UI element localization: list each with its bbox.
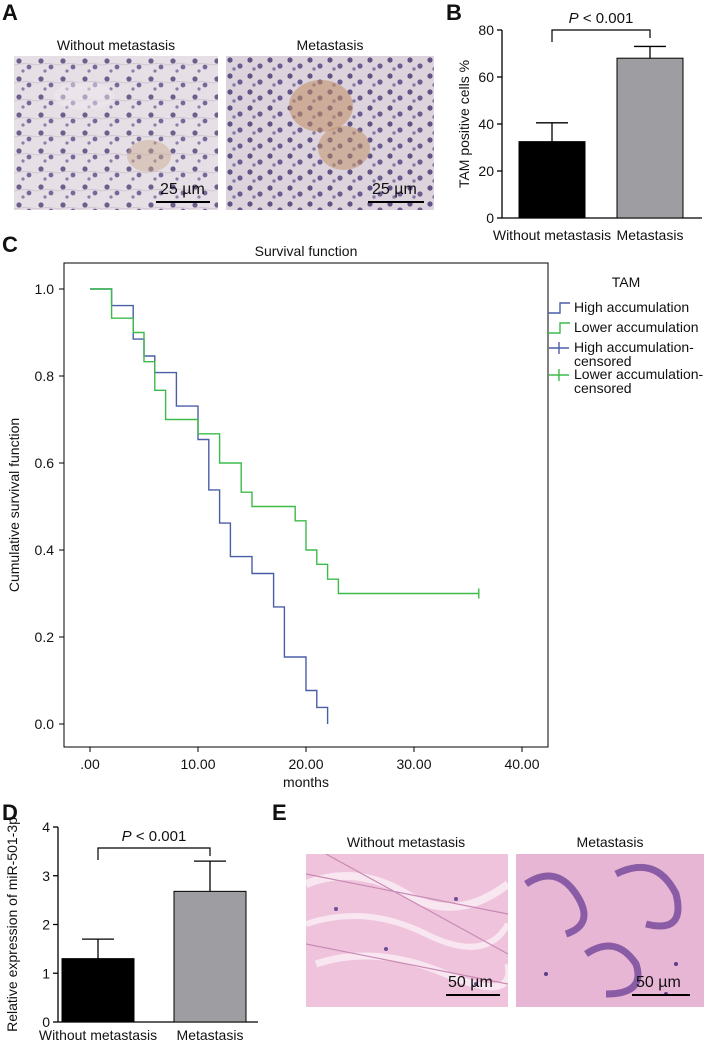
chart-c: Survival function 0.0 0.2 0.4 0.6 0.8 1.0 .00 10… [6,243,704,790]
panel-e-left-scale-bar [446,994,500,996]
chart-b-y-tick-label: 0 [486,210,494,226]
chart-d-x-tick-label: Without metastasis [39,1027,157,1042]
chart-c-y-tick-label: 0.8 [35,368,55,384]
chart-d-y-tick-label: 4 [42,819,50,835]
chart-c-x-axis-label: months [283,774,329,790]
chart-c-y-tick-label: 0.0 [35,716,55,732]
chart-c-x-tick-label: 10.00 [180,756,215,772]
chart-b-bar [518,141,586,219]
panel-letter-a: A [2,0,18,25]
chart-c-y-tick-label: 1.0 [35,281,55,297]
panel-e-right-caption: Metastasis [576,834,644,850]
panel-a-left-scale-label: 25 µm [160,181,205,198]
ihc-micrograph-without-metastasis [14,56,218,210]
panel-letter-b: B [446,0,462,25]
ihc-micrograph-metastasis [226,56,434,210]
chart-d-y-tick-label: 3 [42,868,50,884]
panel-e-right-scale-bar [632,994,690,996]
chart-c-legend-swatch [548,302,570,314]
chart-c-y-tick-label: 0.6 [35,455,55,471]
chart-d-bar [61,958,135,1023]
chart-d-bar [173,890,247,1023]
chart-d: 0 1 2 3 4 Without metastasis Metastasis P < 0.0… [4,817,258,1042]
chart-c-title: Survival function [255,243,358,259]
he-micrograph-metastasis [516,854,704,1007]
chart-b-y-tick-label: 20 [478,163,494,179]
chart-c-legend-swatch [548,322,570,334]
chart-c-series-line [90,288,479,595]
chart-b-p-value: P < 0.001 [569,10,634,27]
chart-c-legend-label: High accumulation- [574,339,694,355]
chart-b: 0 20 40 60 80 Without metastasis Metastasis P <… [456,10,702,243]
chart-c-legend-label: Lower accumulation- [574,366,704,382]
chart-b-significance-bracket [551,29,651,42]
panel-e-right-scale-label: 50 µm [636,974,681,991]
panel-a-left-caption: Without metastasis [56,37,176,53]
chart-d-y-tick-label: 2 [42,917,50,933]
chart-b-y-tick-label: 80 [478,22,494,38]
panel-a-right-scale-label: 25 µm [372,181,417,198]
chart-b-x-tick-label: Metastasis [617,227,684,243]
panel-a-right-scale-bar [368,201,424,203]
chart-c-legend-label: Lower accumulation [574,319,699,335]
chart-c-legend-label: High accumulation [574,299,689,315]
chart-d-significance-bracket [97,847,211,860]
chart-d-x-tick-label: Metastasis [177,1027,244,1042]
chart-c-legend-label: censored [574,353,632,369]
chart-b-bar [616,57,684,219]
chart-c-x-tick-label: 40.00 [504,756,539,772]
chart-c-y-tick-label: 0.4 [35,542,55,558]
panel-a-left-scale-bar [156,201,210,203]
panel-e-left-caption: Without metastasis [346,834,466,850]
chart-c-legend-title: TAM [612,274,641,290]
chart-c-x-tick-label: 30.00 [396,756,431,772]
he-micrograph-without-metastasis [306,854,508,1007]
chart-c-y-tick-label: 0.2 [35,629,55,645]
chart-c-y-axis-label: Cumulative survival function [6,418,22,592]
panel-letter-d: D [2,800,18,825]
chart-d-y-tick-label: 1 [42,965,50,981]
chart-d-y-axis-label: Relative expression of miR-501-3p [4,817,20,1032]
chart-c-x-tick-label: 20.00 [288,756,323,772]
chart-d-y-tick-label: 0 [42,1014,50,1030]
panel-letter-c: C [2,232,18,257]
chart-c-x-tick-label: .00 [80,756,100,772]
chart-b-y-axis-label: TAM positive cells % [456,60,472,188]
panel-e-left-scale-label: 50 µm [448,974,493,991]
chart-d-p-value: P < 0.001 [122,828,187,845]
chart-c-legend-label: censored [574,380,632,396]
panel-a-right-caption: Metastasis [296,37,364,53]
panel-letter-e: E [272,800,287,825]
chart-b-x-tick-label: Without metastasis [493,227,611,243]
chart-b-y-tick-label: 60 [478,69,494,85]
chart-b-y-tick-label: 40 [478,116,494,132]
